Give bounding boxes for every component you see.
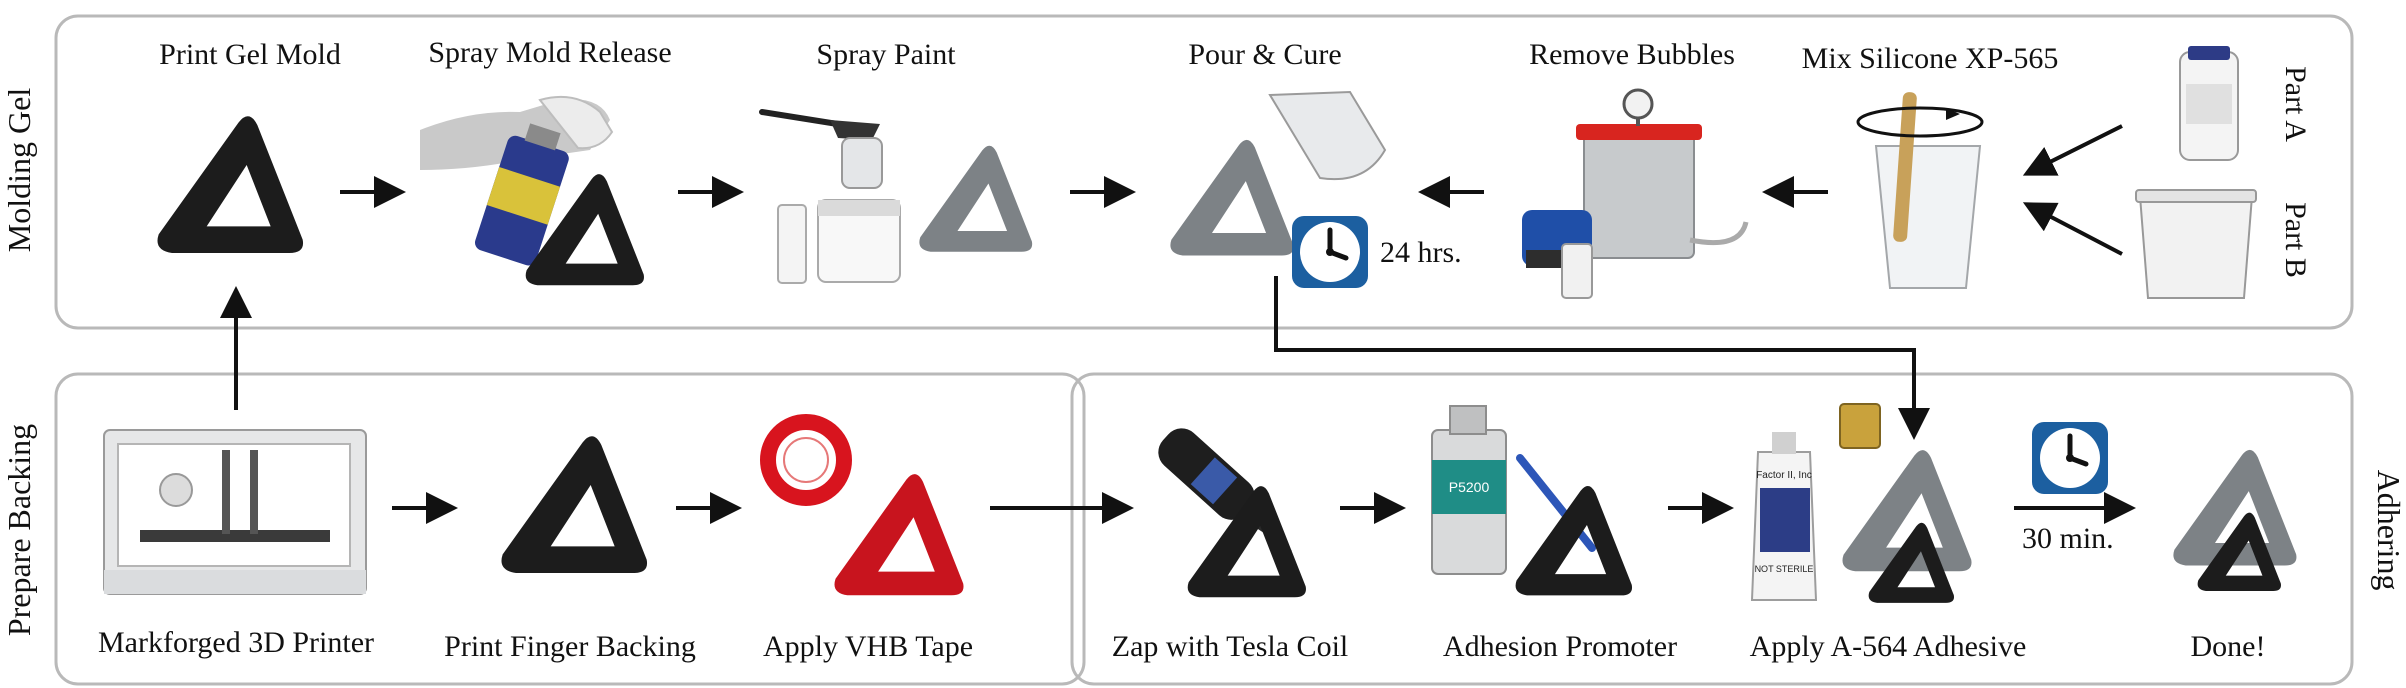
finger-backing-image xyxy=(501,436,648,573)
promoter-can-label: P5200 xyxy=(1449,479,1490,495)
step-label-print-gel-mold: Print Gel Mold xyxy=(159,38,341,71)
markforged-printer-image xyxy=(103,429,367,595)
step-label-zap-tesla-coil: Zap with Tesla Coil xyxy=(1112,630,1348,663)
step-label-adhesion-promoter: Adhesion Promoter xyxy=(1443,630,1677,663)
step-label-apply-adhesive: Apply A-564 Adhesive xyxy=(1750,630,2027,663)
step-label-apply-vhb-tape: Apply VHB Tape xyxy=(763,630,973,663)
part-a-label: Part A xyxy=(2279,66,2312,142)
vacuum-chamber-image xyxy=(1522,88,1749,299)
molding-gel-side-label: Molding Gel xyxy=(1,88,37,253)
gel-mold-image xyxy=(157,116,304,253)
adhering-panel xyxy=(1070,372,2354,686)
step-label-markforged-printer: Markforged 3D Printer xyxy=(98,626,374,659)
prepare-backing-panel xyxy=(54,372,1086,686)
arrow-cure-to-adhesive xyxy=(1274,276,1930,440)
spray-paint-image xyxy=(759,109,1033,284)
step-label-done: Done! xyxy=(2191,630,2266,663)
clock-icon-adhesive xyxy=(2032,422,2108,494)
tesla-coil-image xyxy=(1158,428,1306,598)
part-b-bucket-image xyxy=(2135,189,2257,299)
step-label-pour-cure: Pour & Cure xyxy=(1188,38,1341,71)
arrow-part-b xyxy=(2022,202,2123,256)
adhesive-tube-image: Factor II, Inc NOT STERILE xyxy=(1750,403,1881,601)
adhesion-promoter-image: P5200 xyxy=(1431,405,1633,596)
pour-cure-image xyxy=(1170,90,1387,256)
step-label-mix-silicone: Mix Silicone XP-565 xyxy=(1802,42,2059,75)
part-b-label: Part B xyxy=(2279,202,2312,278)
rotation-arrow-icon xyxy=(1946,108,1960,120)
step-label-spray-paint: Spray Paint xyxy=(816,38,956,71)
adhesive-part-image xyxy=(1842,450,1972,603)
adhering-side-label: Adhering xyxy=(2371,470,2406,591)
step-label-remove-bubbles: Remove Bubbles xyxy=(1529,38,1735,71)
step-label-print-finger-backing: Print Finger Backing xyxy=(444,630,696,663)
prepare-backing-side-label: Prepare Backing xyxy=(1,424,37,636)
arrow-part-a xyxy=(2022,124,2123,176)
vhb-tape-image xyxy=(760,414,964,596)
adhesive-tube-brand: Factor II, Inc xyxy=(1756,470,1812,481)
part-a-bottle-image xyxy=(2179,46,2239,161)
cure-time-label: 24 hrs. xyxy=(1380,236,1462,269)
step-label-spray-mold-release: Spray Mold Release xyxy=(428,36,671,69)
finished-finger-image xyxy=(2173,449,2297,591)
adhesive-tube-note: NOT STERILE xyxy=(1755,564,1814,574)
adhesive-time-label: 30 min. xyxy=(2022,522,2114,555)
clock-icon xyxy=(1292,216,1368,288)
molding-gel-panel xyxy=(54,14,2354,330)
spray-mold-release-image xyxy=(420,95,644,286)
mixing-cup-image xyxy=(1856,92,1984,289)
